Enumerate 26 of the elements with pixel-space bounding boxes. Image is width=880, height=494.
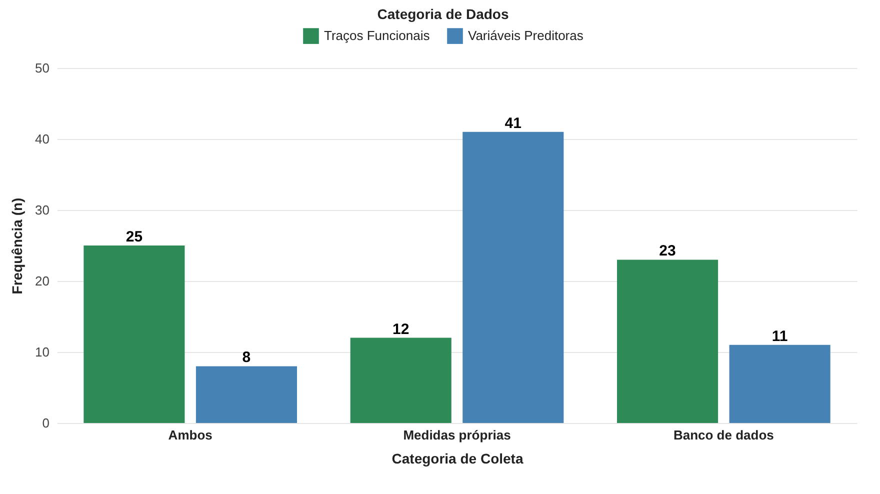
bar (196, 366, 297, 423)
legend-label: Traços Funcionais (324, 28, 430, 44)
data-label: 25 (126, 228, 143, 246)
y-tick-label: 30 (35, 202, 50, 218)
bar (462, 132, 564, 423)
y-tick-label: 50 (35, 60, 50, 76)
x-tick-label: Ambos (168, 428, 212, 442)
data-label: 41 (504, 114, 522, 132)
bar (729, 344, 830, 423)
bar (350, 338, 452, 423)
x-axis-title: Categoria de Coleta (392, 450, 524, 466)
bar (617, 260, 718, 423)
y-axis-title: Frequência (n) (9, 198, 26, 294)
y-tick-label: 0 (42, 416, 50, 430)
y-tick-label: 20 (35, 274, 50, 288)
data-label: 23 (659, 242, 676, 260)
y-tick-label: 10 (35, 344, 50, 360)
data-label: 8 (242, 349, 251, 366)
bar (84, 246, 185, 423)
y-tick-label: 40 (35, 132, 50, 146)
legend-title: Categoria de Dados (377, 6, 509, 22)
data-label: 11 (772, 328, 788, 345)
data-label: 12 (392, 320, 410, 338)
legend-label: Variáveis Preditoras (468, 28, 584, 44)
x-tick-label: Banco de dados (673, 428, 774, 442)
x-tick-label: Medidas próprias (403, 428, 511, 442)
